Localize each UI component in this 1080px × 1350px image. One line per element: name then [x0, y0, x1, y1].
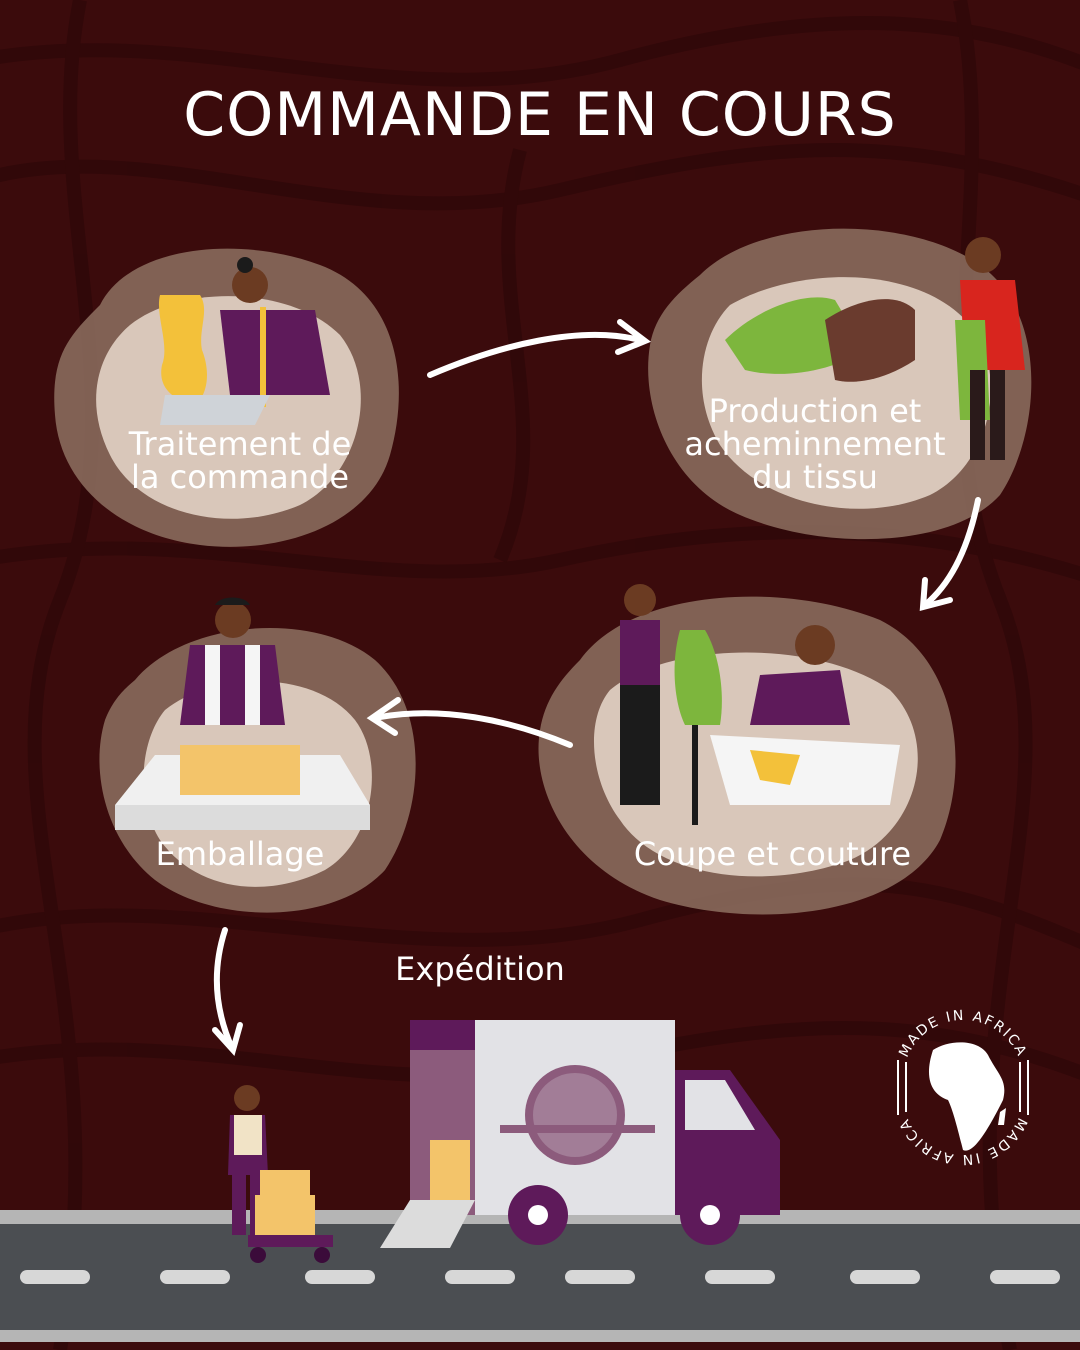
- sewing-illustration: [620, 584, 900, 825]
- packing-illustration: [115, 597, 370, 830]
- production-line3: du tissu: [752, 458, 878, 496]
- production-line2: acheminnement: [684, 425, 946, 463]
- made-in-africa-badge: MADE IN AFRICA MADE IN AFRICA: [888, 1000, 1038, 1170]
- page-title: COMMANDE EN COURS: [183, 80, 897, 150]
- expedition-label: Expédition: [395, 950, 565, 988]
- traitement-line1: Traitement de: [128, 425, 352, 463]
- delivery-truck-illustration: [380, 1020, 780, 1248]
- traitement-label: Traitement de la commande: [100, 428, 380, 494]
- tailor-laptop-illustration: [158, 257, 330, 425]
- africa-map-icon: MADE IN AFRICA MADE IN AFRICA: [896, 1008, 1029, 1167]
- fabric-man-illustration: [725, 237, 1025, 460]
- delivery-person-illustration: [228, 1085, 333, 1263]
- coupe-label: Coupe et couture: [633, 835, 912, 873]
- production-label: Production et acheminnement du tissu: [655, 395, 975, 494]
- production-line1: Production et: [708, 392, 922, 430]
- traitement-line2: la commande: [130, 458, 350, 496]
- emballage-label: Emballage: [155, 835, 325, 873]
